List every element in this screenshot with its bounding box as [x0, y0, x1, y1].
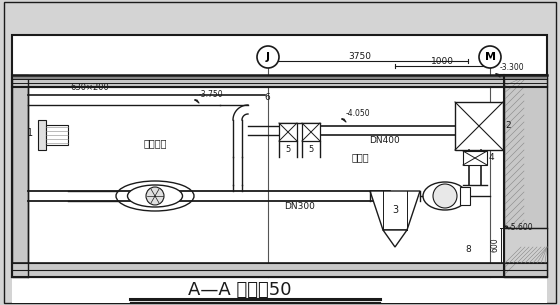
Ellipse shape — [128, 185, 183, 207]
Bar — [302, 123, 320, 141]
Bar — [12, 277, 547, 303]
Text: 1: 1 — [27, 128, 33, 138]
Text: DN300: DN300 — [284, 202, 315, 211]
Text: 3: 3 — [392, 205, 398, 215]
Text: 6: 6 — [264, 92, 270, 102]
Text: J: J — [266, 52, 270, 62]
Text: M: M — [484, 52, 496, 62]
Circle shape — [433, 184, 457, 208]
Bar — [455, 102, 503, 150]
Text: 5: 5 — [309, 145, 314, 154]
Polygon shape — [370, 191, 420, 230]
Text: A—A 剪面图50: A—A 剪面图50 — [188, 281, 292, 299]
Bar — [463, 151, 487, 165]
Text: 2: 2 — [505, 121, 511, 131]
Text: -4.050: -4.050 — [346, 109, 371, 118]
Text: -5.600: -5.600 — [509, 224, 534, 232]
Text: DN400: DN400 — [370, 136, 400, 145]
Bar — [12, 75, 547, 80]
Bar — [279, 123, 297, 141]
Bar — [504, 77, 547, 277]
Text: 进风机房: 进风机房 — [143, 138, 167, 148]
Text: 3750: 3750 — [348, 52, 371, 61]
Bar — [504, 228, 547, 263]
Bar — [12, 35, 547, 277]
Circle shape — [146, 187, 164, 205]
Bar — [12, 263, 547, 277]
Text: 过滤室: 过滤室 — [351, 152, 369, 162]
Bar — [12, 75, 547, 87]
Polygon shape — [383, 230, 407, 247]
Text: -3.300: -3.300 — [500, 63, 525, 72]
Circle shape — [479, 46, 501, 68]
Text: 8: 8 — [465, 246, 471, 254]
Text: 5: 5 — [286, 145, 291, 154]
Ellipse shape — [423, 182, 467, 210]
Circle shape — [257, 46, 279, 68]
Bar — [460, 187, 470, 205]
Text: 1000: 1000 — [431, 57, 454, 66]
Text: 4: 4 — [489, 153, 494, 163]
Bar — [12, 75, 28, 277]
Text: -3.750: -3.750 — [199, 90, 223, 99]
Text: 630×200: 630×200 — [71, 83, 109, 92]
Bar — [38, 120, 46, 150]
Bar — [46, 125, 68, 145]
Text: 600: 600 — [490, 238, 499, 252]
